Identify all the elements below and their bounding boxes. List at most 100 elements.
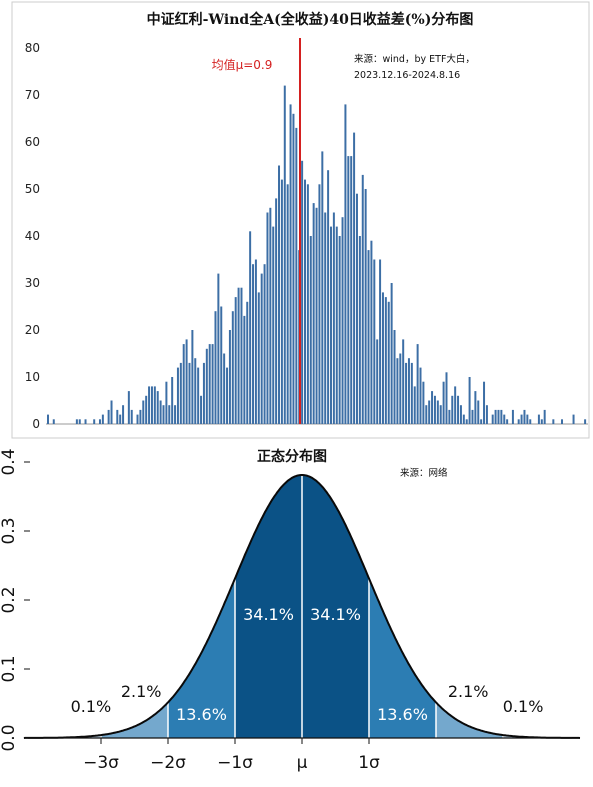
histogram-bar (387, 301, 390, 424)
histogram-y-tick-label: 60 (25, 135, 40, 149)
histogram-bar (237, 287, 240, 424)
histogram-bar (153, 386, 156, 424)
histogram-bar (428, 400, 431, 424)
histogram-bar (194, 358, 197, 424)
histogram-bar (202, 362, 205, 424)
histogram-y-tick-label: 10 (25, 370, 40, 384)
histogram-bar (295, 127, 298, 425)
histogram-bar (47, 414, 49, 424)
histogram-bar (422, 381, 425, 424)
histogram-bar (402, 339, 405, 424)
histogram-bar (162, 405, 165, 424)
histogram-bar (540, 419, 543, 424)
histogram-bar (497, 409, 500, 424)
histogram-bar (214, 311, 217, 424)
histogram-bar (315, 207, 318, 424)
normal-band-label: 13.6% (377, 705, 428, 724)
normal-band-dividers (100, 475, 504, 738)
histogram-bar (107, 409, 110, 424)
histogram-y-tick-label: 70 (25, 88, 40, 102)
normal-band (436, 702, 503, 738)
histogram-y-tick-label: 50 (25, 182, 40, 196)
histogram-bar (480, 419, 483, 424)
histogram-bar (483, 381, 486, 424)
histogram-bar (347, 156, 350, 424)
histogram-y-tick-label: 40 (25, 229, 40, 243)
histogram-bar (122, 405, 125, 424)
histogram-bar (200, 395, 203, 424)
normal-bands (34, 475, 570, 738)
histogram-bar (217, 273, 220, 424)
histogram-bar (511, 409, 514, 424)
histogram-bar (171, 377, 174, 424)
histogram-bar (292, 113, 295, 425)
histogram-bar (110, 400, 113, 424)
histogram-bar (263, 264, 266, 424)
histogram-bar (185, 339, 188, 424)
normal-y-tick-label: 0.3 (0, 517, 19, 544)
normal-band-label: 0.1% (71, 697, 112, 716)
histogram-bar (373, 259, 376, 424)
normal-band (101, 702, 168, 738)
normal-x-axis: −3σ −2σ −1σ μ 1σ (83, 738, 380, 773)
histogram-y-tick-label: 30 (25, 276, 40, 290)
histogram-bar (145, 395, 148, 424)
histogram-bar (226, 367, 229, 424)
histogram-bar (312, 203, 315, 424)
histogram-bar (338, 236, 341, 424)
histogram-bar (280, 179, 283, 424)
normal-x-tick-label: −1σ (217, 753, 253, 773)
histogram-bar (176, 367, 179, 424)
histogram-bar (142, 400, 145, 424)
histogram-bar (257, 292, 260, 424)
histogram-bar (384, 297, 387, 424)
histogram-bar (252, 264, 255, 424)
histogram-bar (278, 165, 281, 424)
histogram-bar (266, 212, 269, 424)
histogram-bar (329, 226, 332, 424)
histogram-bar (543, 409, 546, 424)
histogram-bar (260, 273, 263, 424)
histogram-bar (182, 344, 185, 424)
histogram-bar (454, 386, 457, 424)
normal-band-label: 34.1% (243, 605, 294, 624)
histogram-bar (457, 395, 460, 424)
normal-y-tick-label: 0.1 (0, 655, 19, 682)
histogram-bar (130, 409, 133, 424)
histogram-bar (459, 405, 462, 424)
histogram-bar (353, 132, 356, 424)
normal-title: 正态分布图 (257, 448, 327, 465)
histogram-bar (436, 400, 439, 424)
histogram-bar (254, 259, 257, 424)
histogram-bar (98, 419, 101, 424)
histogram-bar (474, 391, 477, 424)
histogram-bar (127, 391, 130, 424)
histogram-bar (445, 372, 448, 424)
histogram-bar (399, 353, 402, 424)
histogram-bar (494, 409, 497, 424)
histogram-bar (272, 226, 275, 424)
histogram-bar (208, 344, 211, 424)
histogram-bar (234, 297, 237, 424)
histogram-bar (439, 405, 442, 424)
histogram-y-tick-label: 0 (32, 417, 40, 431)
histogram-bar (448, 409, 451, 424)
histogram-bar (119, 414, 122, 424)
histogram-bar (425, 405, 428, 424)
normal-band-labels: 34.1% 34.1% 13.6% 13.6% 2.1% 2.1% 0.1% 0.1% (71, 605, 544, 724)
normal-distribution-panel: 正态分布图 来源：网络 0.0 0.1 0.2 0.3 0.4 −3σ −2σ −1σ μ 1σ… (0, 440, 593, 783)
histogram-bar (156, 391, 159, 424)
histogram-bar (572, 414, 575, 424)
histogram-bar (491, 414, 494, 424)
histogram-bar (84, 419, 87, 424)
histogram-bar (321, 151, 324, 424)
histogram-bar (249, 231, 252, 424)
histogram-chart: 中证红利-Wind全A(全收益)40日收益差(%)分布图 0 10 20 30 40 50… (11, 1, 590, 439)
normal-distribution-chart: 正态分布图 来源：网络 0.0 0.1 0.2 0.3 0.4 −3σ −2σ −1σ μ 1σ… (0, 448, 581, 773)
histogram-bar (191, 330, 194, 424)
normal-band-label: 2.1% (448, 682, 489, 701)
histogram-bar (552, 419, 555, 424)
histogram-bar (246, 301, 249, 424)
histogram-bar (523, 409, 526, 424)
histogram-bars (47, 85, 587, 425)
